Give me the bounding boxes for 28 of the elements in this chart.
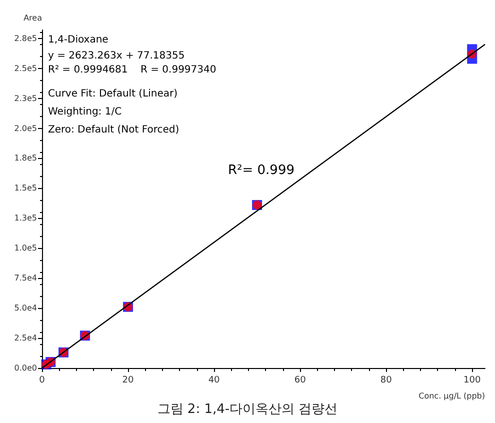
text: 그림 2: 1,4-다이옥산의 검량선 — [157, 402, 338, 417]
x-tick-label: 80 — [380, 376, 392, 386]
annotation: Weighting: 1/C — [48, 106, 122, 118]
y-tick-label: 1.3e5 — [14, 214, 37, 223]
x-tick-label: 40 — [208, 376, 220, 386]
annotation: y = 2623.263x + 77.18355 — [48, 50, 185, 62]
y-tick-label: 0.0e0 — [14, 364, 37, 372]
annotation: R²= 0.999 — [228, 163, 294, 178]
y-tick-label: 7.5e4 — [14, 274, 37, 283]
y-tick-label: 2.8e5 — [14, 34, 37, 43]
y-tick-label: 2.5e4 — [14, 334, 37, 343]
y-tick-label: 2.5e5 — [14, 64, 37, 73]
x-tick-label: 100 — [464, 376, 481, 386]
x-tick-label: 60 — [294, 376, 306, 386]
y-tick-label: 5.0e4 — [14, 304, 37, 313]
annotation: R² = 0.9994681 R = 0.9997340 — [48, 64, 216, 76]
x-tick-label: 20 — [122, 376, 134, 386]
x-axis-title: Conc. μg/L (ppb) — [418, 392, 485, 400]
annotation: 1,4-Dioxane — [48, 34, 108, 46]
x-tick-label: 0 — [39, 376, 46, 386]
y-tick-label: 2.0e5 — [14, 124, 37, 133]
y-tick-label: 2.3e5 — [14, 94, 37, 103]
y-tick-label: 1.5e5 — [14, 184, 37, 193]
y-axis-title: Area — [24, 14, 42, 22]
annotation: Zero: Default (Not Forced) — [48, 124, 180, 136]
y-tick-label: 1.8e5 — [14, 154, 37, 163]
annotation: Curve Fit: Default (Linear) — [48, 88, 178, 100]
y-tick-label: 1.0e5 — [14, 244, 37, 253]
